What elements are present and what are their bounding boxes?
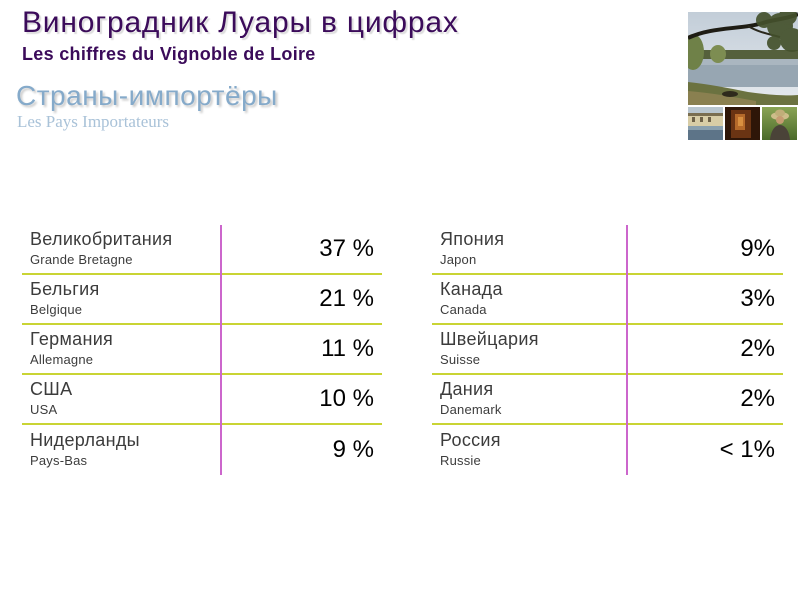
table-row: Бельгия Belgique 21 % [22,275,382,325]
country-name-fr: Russie [440,453,481,469]
country-name-ru: Великобритания [30,229,173,250]
country-name-ru: Нидерланды [30,430,140,451]
country-cell: Бельгия Belgique [22,280,100,317]
country-cell: Япония Japon [432,230,504,267]
country-name-fr: Belgique [30,302,83,318]
country-name-fr: Canada [440,302,487,318]
country-name-ru: Швейцария [440,329,539,350]
percent-value: 2% [740,385,775,412]
country-cell: Россия Russie [432,431,501,468]
photo-thumbs [688,107,798,140]
loire-river-photo [688,12,798,105]
wine-cellar-photo [725,107,760,140]
waterside-building-photo [688,107,723,140]
country-name-fr: Grande Bretagne [30,252,133,268]
percent-value: < 1% [719,436,775,463]
country-name-ru: Дания [440,379,494,400]
percent-value: 3% [740,285,775,312]
table-row: Швейцария Suisse 2% [432,325,783,375]
table-row: Россия Russie < 1% [432,425,783,475]
table-row: Нидерланды Pays-Bas 9 % [22,425,382,475]
percent-value: 10 % [319,385,374,412]
table-row: Япония Japon 9% [432,225,783,275]
country-cell: Дания Danemark [432,380,502,417]
table-row: Канада Canada 3% [432,275,783,325]
country-name-ru: Германия [30,329,114,350]
vintner-in-hat-photo [762,107,797,140]
percent-value: 21 % [319,285,374,312]
percent-value: 9% [740,235,775,262]
column-divider [220,225,222,475]
photo-montage [688,12,798,140]
percent-value: 9 % [332,436,374,463]
section-subtitle: Les Pays Importateurs [17,112,170,131]
country-name-fr: Allemagne [30,352,94,368]
table-row: Дания Danemark 2% [432,375,783,425]
import-table-right: Япония Japon 9% Канада Canada 3% Швейцария Suis… [432,225,783,475]
country-cell: Канада Canada [432,280,503,317]
country-name-ru: Россия [440,430,501,451]
country-cell: Германия Allemagne [22,330,113,367]
country-cell: Нидерланды Pays-Bas [22,431,140,468]
percent-value: 2% [740,335,775,362]
import-table-left: Великобритания Grande Bretagne 37 % Бельгия… [22,225,382,475]
page-title: Виноградник Луары в цифрах [22,6,459,39]
country-name-ru: Япония [440,229,505,250]
table-row: Великобритания Grande Bretagne 37 % [22,225,382,275]
country-name-fr: Pays-Bas [30,453,88,469]
percent-value: 37 % [319,235,374,262]
country-name-ru: Бельгия [30,279,100,300]
country-cell: Великобритания Grande Bretagne [22,230,172,267]
country-name-ru: Канада [440,279,503,300]
country-cell: США USA [22,380,72,417]
table-row: США USA 10 % [22,375,382,425]
page-subtitle: Les chiffres du Vignoble de Loire [22,44,316,64]
country-cell: Швейцария Suisse [432,330,539,367]
country-name-fr: Suisse [440,352,481,368]
column-divider [626,225,628,475]
country-name-fr: Danemark [440,402,502,418]
table-row: Германия Allemagne 11 % [22,325,382,375]
country-name-ru: США [30,379,73,400]
percent-value: 11 % [321,335,374,362]
section-title: Страны-импортёры [16,80,278,111]
country-name-fr: Japon [440,252,477,268]
country-name-fr: USA [30,402,58,418]
